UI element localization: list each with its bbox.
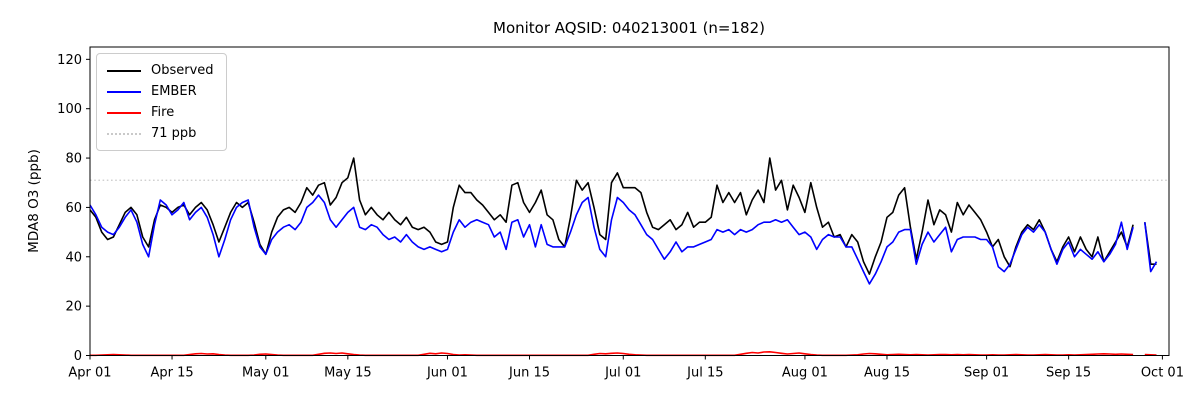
legend-line-swatch xyxy=(107,90,141,93)
x-tick-label: Jul 15 xyxy=(686,366,723,381)
x-tick-label: Oct 01 xyxy=(1141,366,1184,381)
legend-item-ember: EMBER xyxy=(107,81,214,102)
x-tick-label: Apr 01 xyxy=(68,366,111,381)
legend-item-fire: Fire xyxy=(107,102,214,123)
y-tick-label: 120 xyxy=(57,53,82,68)
x-tick-label: May 15 xyxy=(324,366,372,381)
legend: Observed EMBER Fire 71 ppb xyxy=(96,53,227,151)
y-axis-label: MDA8 O3 (ppb) xyxy=(26,149,42,253)
y-tick-label: 20 xyxy=(65,300,82,315)
legend-item-observed: Observed xyxy=(107,60,214,81)
x-tick-label: Aug 01 xyxy=(782,366,828,381)
x-tick-label: Apr 15 xyxy=(150,366,193,381)
y-tick-label: 0 xyxy=(74,349,82,364)
y-tick-label: 80 xyxy=(65,152,82,167)
legend-item-71-ppb: 71 ppb xyxy=(107,123,214,144)
y-tick-label: 60 xyxy=(65,201,82,216)
legend-line-swatch xyxy=(107,111,141,114)
observed-line xyxy=(89,157,1157,275)
chart-title: Monitor AQSID: 040213001 (n=182) xyxy=(493,19,765,37)
legend-label: 71 ppb xyxy=(151,126,197,141)
y-tick-label: 100 xyxy=(57,102,82,117)
fire-line xyxy=(90,351,1157,357)
legend-label: Fire xyxy=(151,105,175,120)
ember-line xyxy=(89,194,1158,285)
x-tick-label: May 01 xyxy=(242,366,290,381)
x-tick-label: Sep 01 xyxy=(964,366,1009,381)
x-tick-label: Jun 01 xyxy=(426,366,468,381)
x-tick-label: Jul 01 xyxy=(604,366,641,381)
legend-line-swatch xyxy=(107,69,141,72)
x-tick-label: Aug 15 xyxy=(864,366,910,381)
legend-label: EMBER xyxy=(151,84,197,99)
y-tick-label: 40 xyxy=(65,250,82,265)
plot-border xyxy=(89,46,1170,356)
legend-line-swatch xyxy=(107,132,141,135)
legend-label: Observed xyxy=(151,63,214,78)
x-tick-label: Sep 15 xyxy=(1046,366,1091,381)
x-tick-label: Jun 15 xyxy=(508,366,550,381)
